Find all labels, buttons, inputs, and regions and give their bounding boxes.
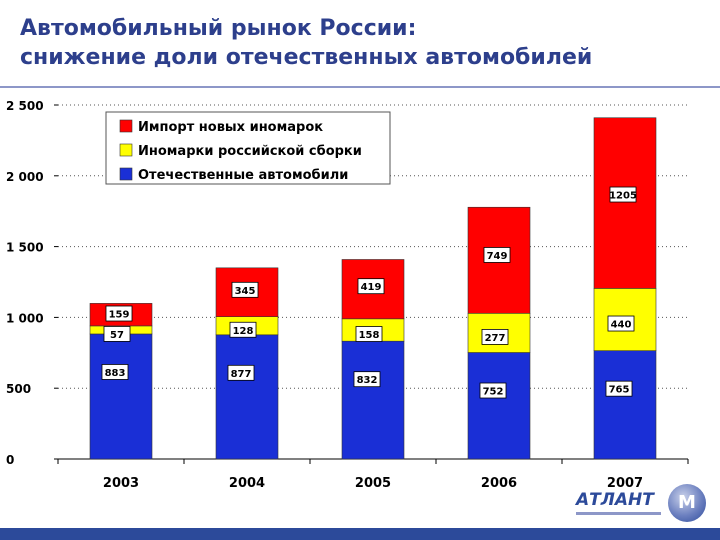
data-label-box: [101, 364, 129, 380]
y-tick-label: 2 000: [6, 170, 44, 184]
legend-label: Иномарки российской сборки: [138, 144, 362, 159]
bar-segment: [467, 352, 531, 460]
data-label: 419: [361, 282, 382, 293]
data-label: 749: [487, 251, 508, 262]
data-label-box: [231, 281, 259, 298]
x-tick-label: 2007: [607, 476, 643, 490]
logo-text: АТЛАНТ: [576, 490, 654, 510]
data-label: 883: [105, 368, 126, 379]
x-tick-label: 2006: [481, 476, 517, 490]
data-label: 57: [110, 330, 124, 341]
bar-segment: [593, 350, 657, 460]
data-label-box: [357, 278, 385, 295]
legend-swatch: [119, 167, 133, 181]
y-tick-label: 0: [6, 453, 14, 467]
y-tick-label: 2 500: [6, 99, 44, 113]
legend-label: Импорт новых иномарок: [138, 120, 323, 135]
data-label: 159: [109, 310, 130, 321]
atlant-logo: АТЛАНТ M: [576, 484, 706, 524]
data-label-box: [353, 371, 381, 388]
title-line-2: снижение доли отечественных автомобилей: [20, 45, 593, 70]
y-tick-label: 500: [6, 382, 31, 396]
x-tick-label: 2003: [103, 476, 139, 490]
bar-segment: [341, 340, 405, 460]
data-label-box: [105, 305, 133, 322]
data-label: 158: [359, 330, 380, 341]
data-label-box: [483, 247, 511, 263]
legend-swatch: [119, 119, 133, 133]
title-line-1: Автомобильный рынок России:: [20, 16, 417, 41]
x-tick-label: 2004: [229, 476, 265, 490]
data-label: 877: [231, 369, 252, 380]
legend-label: Отечественные автомобили: [138, 168, 348, 183]
data-label-box: [355, 326, 383, 342]
data-label: 752: [483, 387, 504, 398]
bar-segment: [593, 117, 657, 289]
data-label-box: [609, 186, 637, 203]
logo-underline: [576, 512, 661, 515]
globe-icon: [668, 484, 706, 522]
data-label: 765: [609, 385, 630, 396]
y-tick-label: 1 000: [6, 311, 44, 325]
data-label-box: [605, 380, 633, 397]
bar-segment: [89, 333, 153, 460]
data-label-box: [607, 315, 635, 332]
stacked-bar-chart: 0 500 1 000 1 500 2 000 2 500 2003 2004 2005 2006…: [6, 99, 689, 490]
data-label: 345: [235, 286, 256, 297]
data-label-box: [479, 382, 507, 399]
page-title: Автомобильный рынок России: снижение дол…: [20, 14, 710, 72]
data-label-box: [481, 329, 509, 345]
title-divider: [0, 86, 720, 88]
data-label: 1205: [609, 191, 637, 202]
x-tick-label: 2005: [355, 476, 391, 490]
data-label-box: [227, 364, 255, 381]
legend-box: [105, 111, 391, 185]
y-tick-label: 1 500: [6, 241, 44, 255]
data-label-box: [103, 326, 131, 342]
data-label: 832: [357, 375, 378, 386]
footer-bar: [0, 528, 720, 540]
data-label: 277: [485, 333, 506, 344]
data-label-box: [229, 321, 257, 338]
legend-swatch: [119, 143, 133, 157]
data-label: 128: [233, 326, 254, 337]
data-label: 440: [611, 320, 632, 331]
logo-mark: M: [678, 492, 696, 513]
bar-segment: [215, 334, 279, 460]
